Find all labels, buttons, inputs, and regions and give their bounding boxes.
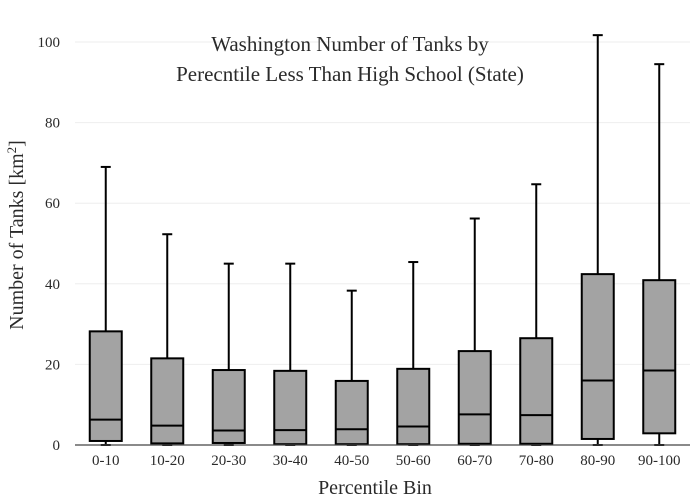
box-group: [334, 289, 369, 446]
x-tick-label: 80-90: [580, 453, 615, 469]
box-group: [457, 217, 492, 446]
iqr-box: [396, 367, 431, 446]
iqr-box: [334, 379, 369, 446]
x-tick-label: 70-80: [519, 453, 554, 469]
x-tick-label: 20-30: [211, 453, 246, 469]
box-group: [273, 262, 308, 446]
iqr-box: [273, 369, 308, 446]
y-axis-label-superscript: 2: [4, 147, 19, 154]
tick-labels-layer: 0 20 40 60 80 100 0-10 10-20 20-30 30-40 40-50 50-6…: [38, 35, 681, 469]
x-tick-label: 30-40: [273, 453, 308, 469]
y-axis-label-closing: ]: [6, 140, 28, 147]
box-group: [642, 63, 677, 446]
y-axis-label: Number of Tanks [km2]: [4, 140, 28, 330]
x-tick-label: 0-10: [92, 453, 120, 469]
iqr-box: [580, 273, 615, 440]
x-tick-label: 50-60: [396, 453, 431, 469]
y-tick-label: 100: [38, 35, 61, 51]
y-tick-label: 60: [45, 196, 60, 212]
box-group: [580, 34, 615, 446]
iqr-box: [519, 337, 554, 445]
box-group: [150, 233, 185, 446]
y-tick-label: 20: [45, 357, 60, 373]
y-tick-label: 80: [45, 116, 60, 132]
x-tick-label: 10-20: [150, 453, 185, 469]
y-tick-label: 40: [45, 277, 60, 293]
y-tick-label: 0: [53, 438, 61, 454]
iqr-box: [642, 279, 677, 435]
boxes-layer: [88, 34, 677, 446]
x-axis-label: Percentile Bin: [318, 477, 432, 499]
box-group: [396, 261, 431, 446]
x-tick-label: 60-70: [457, 453, 492, 469]
chart-title-line-2: Perecntile Less Than High School (State): [176, 62, 524, 86]
iqr-box: [457, 350, 492, 445]
box-group: [519, 183, 554, 446]
iqr-box: [211, 369, 246, 444]
x-tick-label: 40-50: [334, 453, 369, 469]
iqr-box: [88, 330, 123, 442]
box-group: [88, 165, 123, 446]
x-tick-label: 90-100: [638, 453, 681, 469]
chart-title-line-1: Washington Number of Tanks by: [211, 32, 489, 56]
y-axis-label-main: Number of Tanks [km: [6, 153, 28, 330]
box-group: [211, 262, 246, 446]
iqr-box: [150, 357, 185, 445]
